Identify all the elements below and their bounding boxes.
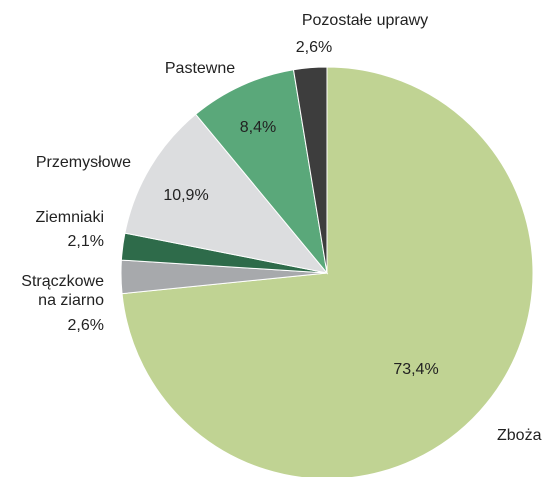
category-label: Ziemniaki (35, 209, 104, 226)
value-label: 2,6% (295, 39, 333, 56)
pie-slice (124, 113, 329, 274)
category-label: Przemysłowe (35, 154, 131, 171)
pie-slice (194, 69, 328, 275)
category-label: Zboża (497, 427, 542, 444)
value-label: 73,4% (393, 361, 439, 378)
category-label: Pozostałe uprawy (301, 12, 429, 29)
value-label: 2,6% (67, 317, 104, 334)
pie-slice (292, 66, 328, 274)
category-label: Pastewne (164, 60, 236, 77)
value-label: 10,9% (163, 187, 209, 204)
value-label: 8,4% (239, 119, 277, 136)
pie-slice (121, 66, 534, 477)
value-label: 2,1% (67, 233, 104, 250)
category-label: Strączkowe na ziarno (21, 273, 104, 309)
